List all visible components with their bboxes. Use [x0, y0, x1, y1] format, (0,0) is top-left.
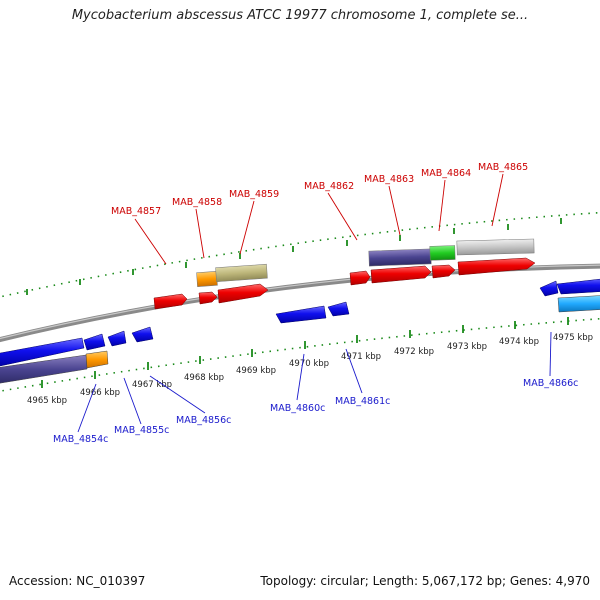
gene-arrow-mab-4861c[interactable]: [327, 301, 350, 317]
scale-label-4974: 4974 kbp: [499, 337, 539, 347]
gene-label-mab-4857[interactable]: MAB_4857: [111, 206, 161, 217]
scale-label-4969: 4969 kbp: [236, 366, 276, 376]
gene-arrow-mab-4857[interactable]: [153, 293, 188, 310]
feature-bar-olive[interactable]: [215, 263, 268, 282]
gene-arrow-mab-4854c[interactable]: [0, 337, 85, 367]
gene-arrow-mab-4855c[interactable]: [83, 333, 106, 351]
gene-arrow-mab-4864[interactable]: [431, 264, 456, 279]
scale-labels: 4965 kbp 4966 kbp 4967 kbp 4968 kbp 4969…: [27, 333, 593, 406]
gene-label-mab-4858[interactable]: MAB_4858: [172, 197, 222, 208]
feature-bar-green[interactable]: [429, 245, 456, 261]
gene-label-mab-4862[interactable]: MAB_4862: [304, 181, 354, 192]
map-title: Mycobacterium abscessus ATCC 19977 chrom…: [71, 8, 529, 23]
gene-arrow-mab-4858[interactable]: [198, 291, 218, 305]
gene-label-mab-4854c[interactable]: MAB_4854c: [53, 434, 108, 445]
lower-ring-ticks: [41, 317, 569, 388]
gene-arrow-mab-4862[interactable]: [349, 270, 371, 286]
lower-dotted-ring: [0, 317, 600, 392]
scale-label-4970: 4970 kbp: [289, 359, 329, 369]
feature-bar-orange[interactable]: [196, 271, 218, 287]
scale-label-4971: 4971 kbp: [341, 352, 381, 362]
gene-arrow-mab-4859[interactable]: [217, 283, 269, 304]
gene-label-mab-4861c[interactable]: MAB_4861c: [335, 396, 390, 407]
gene-label-mab-4860c[interactable]: MAB_4860c: [270, 403, 325, 414]
reverse-gene-track: [0, 278, 600, 367]
gene-label-mab-4859[interactable]: MAB_4859: [229, 189, 279, 200]
gene-arrow-mab-4866c[interactable]: [539, 280, 559, 297]
upper-feature-track: [196, 238, 535, 287]
upper-ring-ticks: [26, 218, 562, 295]
forward-gene-labels: MAB_4857 MAB_4858 MAB_4859 MAB_4862 MAB_…: [111, 162, 528, 217]
genome-backbone-highlight: [0, 264, 600, 340]
gene-label-mab-4863[interactable]: MAB_4863: [364, 174, 414, 185]
genome-backbone: [0, 263, 600, 343]
gene-label-mab-4865[interactable]: MAB_4865: [478, 162, 528, 173]
gene-label-mab-4864[interactable]: MAB_4864: [421, 168, 471, 179]
genome-summary-text: Topology: circular; Length: 5,067,172 bp…: [260, 574, 590, 588]
gene-arrow-mab-4860c[interactable]: [275, 305, 327, 324]
gene-arrow-mab-4865[interactable]: [457, 257, 536, 276]
scale-label-4973: 4973 kbp: [447, 342, 487, 352]
scale-label-4965: 4965 kbp: [27, 396, 67, 406]
feature-bar-gray[interactable]: [456, 238, 535, 256]
feature-bar-purple[interactable]: [368, 248, 432, 267]
gene-arrow-mab-4866c-2[interactable]: [556, 278, 600, 295]
scale-label-4975: 4975 kbp: [553, 333, 593, 343]
gene-label-mab-4856c[interactable]: MAB_4856c: [176, 415, 231, 426]
gene-label-mab-4866c[interactable]: MAB_4866c: [523, 378, 578, 389]
gene-arrow-mab-4856c-2[interactable]: [131, 326, 154, 343]
lower-feature-track: [0, 295, 600, 384]
forward-leader-lines: [134, 173, 504, 265]
feature-bar-orange-lower[interactable]: [85, 350, 109, 369]
scale-label-4967: 4967 kbp: [132, 380, 172, 390]
scale-label-4968: 4968 kbp: [184, 373, 224, 383]
reverse-leader-lines: [77, 331, 552, 433]
scale-label-4966: 4966 kbp: [80, 388, 120, 398]
gene-label-mab-4855c[interactable]: MAB_4855c: [114, 425, 169, 436]
scale-label-4972: 4972 kbp: [394, 347, 434, 357]
feature-bar-purple-lower[interactable]: [0, 354, 88, 384]
gene-arrow-mab-4856c[interactable]: [107, 330, 127, 347]
gene-arrow-mab-4863[interactable]: [370, 265, 432, 284]
accession-text: Accession: NC_010397: [9, 574, 146, 588]
reverse-gene-labels: MAB_4854c MAB_4855c MAB_4856c MAB_4860c …: [53, 378, 578, 445]
forward-gene-track: [153, 257, 536, 310]
feature-bar-cyan[interactable]: [557, 295, 600, 313]
